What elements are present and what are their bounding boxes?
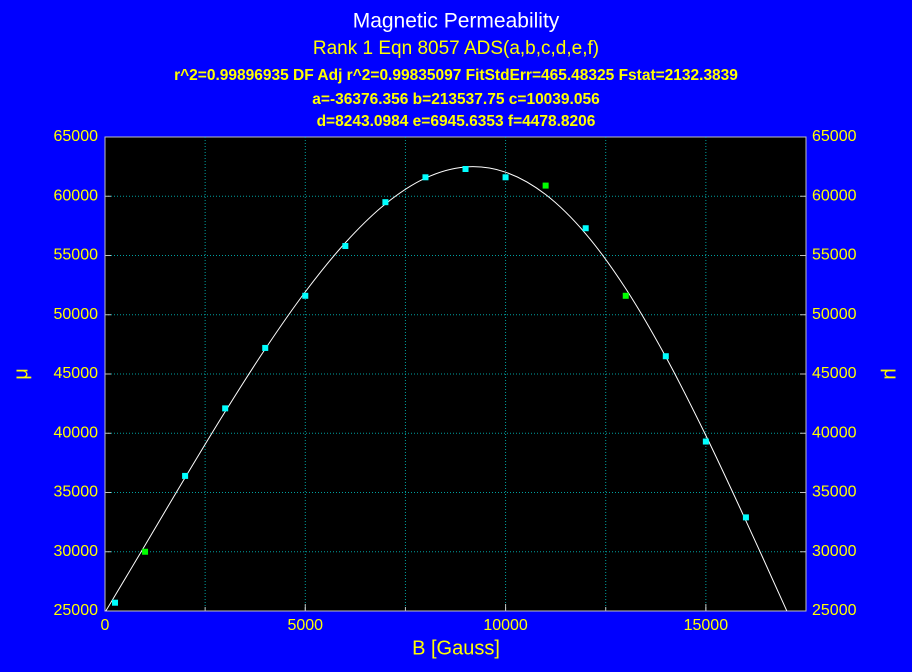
y-tick-label: 55000 xyxy=(54,247,99,264)
data-point xyxy=(382,199,389,206)
fit-params: d=8243.0984 e=6945.6353 f=4478.8206 xyxy=(317,113,596,130)
y-tick-label-right: 40000 xyxy=(812,424,857,441)
x-tick-label: 10000 xyxy=(483,617,528,634)
chart-title: Magnetic Permeability xyxy=(353,10,560,33)
data-point xyxy=(342,243,349,250)
y-tick-label: 45000 xyxy=(54,365,99,382)
y-axis-label: μ xyxy=(10,368,32,380)
y-tick-label: 30000 xyxy=(54,543,99,560)
y-tick-label-right: 35000 xyxy=(812,484,857,501)
data-point xyxy=(142,548,149,555)
data-point xyxy=(542,182,549,189)
data-point xyxy=(222,405,229,412)
x-tick-label: 0 xyxy=(101,617,110,634)
x-axis-label: B [Gauss] xyxy=(412,637,500,659)
data-point xyxy=(262,344,269,351)
y-tick-label-right: 25000 xyxy=(812,602,857,619)
fit-params: a=-36376.356 b=213537.75 c=10039.056 xyxy=(312,91,600,108)
y-tick-label: 40000 xyxy=(54,424,99,441)
x-tick-label: 15000 xyxy=(684,617,729,634)
y-tick-label-right: 30000 xyxy=(812,543,857,560)
data-point xyxy=(422,174,429,181)
y-tick-label-right: 50000 xyxy=(812,306,857,323)
fit-curve xyxy=(105,166,788,611)
data-point xyxy=(112,599,119,606)
chart-subtitle: Rank 1 Eqn 8057 ADS(a,b,c,d,e,f) xyxy=(313,38,599,59)
data-point xyxy=(462,165,469,172)
data-point xyxy=(502,174,509,181)
y-tick-label: 50000 xyxy=(54,306,99,323)
y-tick-label: 60000 xyxy=(54,187,99,204)
data-point xyxy=(302,292,309,299)
fit-stats: r^2=0.99896935 DF Adj r^2=0.99835097 Fit… xyxy=(174,67,738,84)
y-tick-label-right: 60000 xyxy=(812,187,857,204)
y-tick-label-right: 65000 xyxy=(812,128,857,145)
y-tick-label: 25000 xyxy=(54,602,99,619)
x-tick-label: 5000 xyxy=(287,617,323,634)
data-point xyxy=(662,353,669,360)
plot-area xyxy=(104,136,807,612)
y-tick-label: 65000 xyxy=(54,128,99,145)
y-axis-label-right: μ xyxy=(880,368,902,380)
data-point xyxy=(182,472,189,479)
data-point xyxy=(702,438,709,445)
data-point xyxy=(582,225,589,232)
y-tick-label: 35000 xyxy=(54,484,99,501)
data-point xyxy=(742,514,749,521)
data-point xyxy=(622,292,629,299)
y-tick-label-right: 45000 xyxy=(812,365,857,382)
y-tick-label-right: 55000 xyxy=(812,247,857,264)
